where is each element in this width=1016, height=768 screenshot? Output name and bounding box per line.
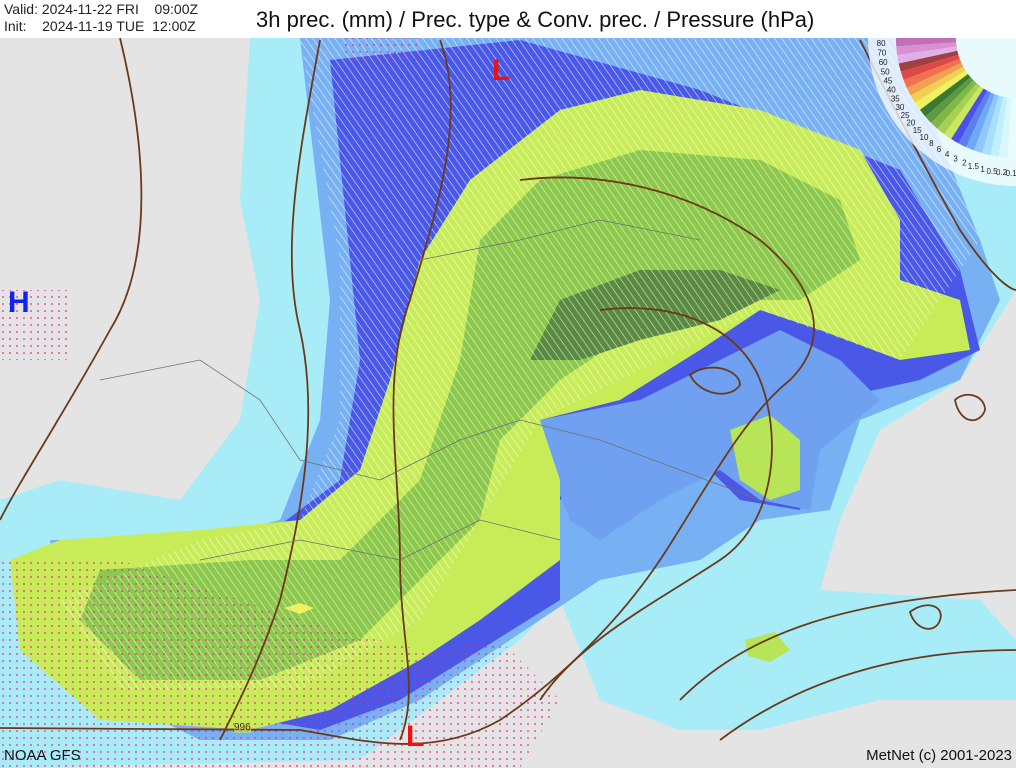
legend-label: 0.1 <box>1006 169 1016 178</box>
legend-label: 3 <box>953 155 958 164</box>
convective-dots <box>0 560 560 768</box>
legend-label: 25 <box>901 111 910 120</box>
legend-swatch <box>897 46 958 64</box>
legend-label: 0.2 <box>996 168 1008 177</box>
legend-label: 10 <box>920 133 929 142</box>
legend-label: 30 <box>895 103 904 112</box>
legend-swatch <box>900 54 960 80</box>
valid-value: 2024-11-22 FRI 09:00Z <box>41 1 199 17</box>
legend-swatch <box>974 94 1000 154</box>
legend-label: 45 <box>883 77 892 86</box>
legend-swatch <box>906 62 964 96</box>
legend-swatch <box>998 97 1012 158</box>
legend-swatch <box>1007 97 1016 158</box>
low-pressure-south: L <box>406 720 425 753</box>
legend-swatch <box>903 58 962 88</box>
low-pressure-north: L <box>492 54 511 87</box>
legend-label: 20 <box>906 119 915 128</box>
rain-max-yellow <box>284 603 314 614</box>
legend-swatch <box>966 92 996 151</box>
valid-label: Valid: <box>4 1 38 17</box>
credit-label: MetNet (c) 2001-2023 <box>866 747 1012 764</box>
legend-label: 40 <box>887 86 896 95</box>
legend-label: 4 <box>945 150 950 159</box>
legend-swatch <box>915 70 968 110</box>
header-bar: Valid: 2024-11-22 FRI 09:00Z Init: 2024-… <box>0 0 1016 38</box>
legend-swatch <box>898 50 959 72</box>
legend-swatch <box>958 90 992 148</box>
snow-hatch <box>60 38 980 690</box>
init-label: Init: <box>4 18 27 34</box>
legend-label: 1.5 <box>968 162 980 171</box>
legend-label: 35 <box>891 94 900 103</box>
legend-swatch <box>944 86 984 139</box>
legend-swatch <box>910 66 966 103</box>
legend-label: 70 <box>877 48 886 57</box>
legend-label: 6 <box>937 145 942 154</box>
legend-swatch <box>925 77 974 123</box>
legend-swatch <box>951 88 988 144</box>
legend-label: 0.5 <box>986 167 998 176</box>
legend-swatch <box>896 42 957 56</box>
legend-swatch <box>919 73 971 117</box>
run-info: Valid: 2024-11-22 FRI 09:00Z Init: 2024-… <box>4 1 198 35</box>
legend-swatch <box>990 96 1008 157</box>
source-label: NOAA GFS <box>4 747 81 764</box>
precip-green-island <box>730 415 800 500</box>
legend-swatch <box>982 95 1004 156</box>
legend-label: 60 <box>879 58 888 67</box>
legend-label: 50 <box>881 67 890 76</box>
legend-label: 2 <box>962 159 967 168</box>
legend-swatch <box>931 80 977 129</box>
isobar-label: 996 <box>234 722 251 733</box>
legend-swatch <box>896 38 957 47</box>
high-pressure-west: H <box>8 286 30 319</box>
borders <box>99 219 761 561</box>
init-value: 2024-11-19 TUE 12:00Z <box>42 18 196 34</box>
legend-label: 80 <box>877 39 886 48</box>
legend-label: 15 <box>913 126 922 135</box>
convective-dots-north <box>0 38 420 360</box>
legend-label: 1 <box>980 165 985 174</box>
map-title: 3h prec. (mm) / Prec. type & Conv. prec.… <box>256 7 815 32</box>
legend-swatch <box>937 83 981 135</box>
legend-label: 8 <box>929 139 934 148</box>
precip-green-small <box>745 632 790 662</box>
